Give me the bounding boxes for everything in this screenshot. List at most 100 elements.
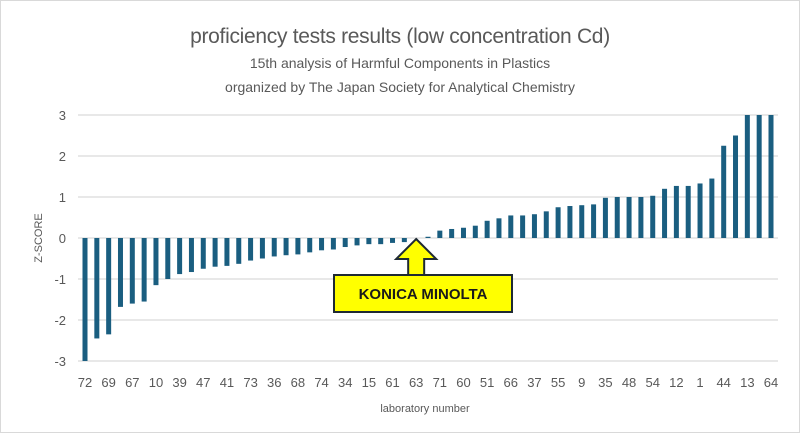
bar xyxy=(614,197,620,238)
bars xyxy=(82,115,774,361)
bar xyxy=(259,238,265,259)
x-tick-label: 12 xyxy=(669,375,683,390)
x-tick-label: 55 xyxy=(551,375,565,390)
bar xyxy=(236,238,242,264)
bar xyxy=(425,236,431,238)
bar xyxy=(342,238,348,248)
x-tick-label: 67 xyxy=(125,375,139,390)
bar xyxy=(378,238,384,245)
bar xyxy=(188,238,194,273)
bar xyxy=(756,115,762,238)
bar xyxy=(484,220,490,238)
x-tick-label: 1 xyxy=(696,375,703,390)
bar xyxy=(366,238,372,245)
bar xyxy=(449,228,455,238)
bar xyxy=(153,238,159,286)
bar xyxy=(709,178,715,238)
bar xyxy=(460,227,466,238)
up-arrow-icon xyxy=(393,237,439,276)
x-tick-label: 63 xyxy=(409,375,423,390)
x-tick-label: 66 xyxy=(504,375,518,390)
bar xyxy=(82,238,88,361)
bar xyxy=(744,115,750,238)
bar xyxy=(129,238,135,304)
bar xyxy=(283,238,289,256)
x-tick-label: 68 xyxy=(291,375,305,390)
bar xyxy=(330,238,336,250)
bar xyxy=(496,218,502,238)
x-tick-label: 39 xyxy=(172,375,186,390)
x-axis-title: laboratory number xyxy=(380,403,470,415)
bar xyxy=(626,197,632,238)
x-tick-label: 15 xyxy=(362,375,376,390)
bar xyxy=(390,238,396,243)
y-tick-label: 2 xyxy=(59,149,66,164)
chart-subtitle-1: 15th analysis of Harmful Components in P… xyxy=(249,55,551,71)
x-tick-label: 51 xyxy=(480,375,494,390)
bar xyxy=(567,206,573,238)
bar xyxy=(662,188,668,238)
bar xyxy=(165,238,171,279)
y-tick-label: 1 xyxy=(59,190,66,205)
bar xyxy=(224,238,230,266)
x-tick-label: 9 xyxy=(578,375,585,390)
x-tick-label: 48 xyxy=(622,375,636,390)
y-tick-label: -3 xyxy=(54,354,66,369)
chart-subtitle-2: organized by The Japan Society for Analy… xyxy=(225,79,575,95)
bar xyxy=(354,238,360,246)
y-tick-label: -2 xyxy=(54,313,66,328)
x-tick-label: 47 xyxy=(196,375,210,390)
bar xyxy=(520,215,526,238)
x-tick-label: 44 xyxy=(716,375,730,390)
bar xyxy=(591,204,597,238)
x-tick-label: 54 xyxy=(645,375,659,390)
bar xyxy=(117,238,123,307)
bar xyxy=(602,197,608,238)
bar xyxy=(295,238,301,255)
bar xyxy=(733,135,739,238)
y-tick-label: 0 xyxy=(59,231,66,246)
bar xyxy=(472,225,478,238)
x-tick-label: 60 xyxy=(456,375,470,390)
bar xyxy=(508,215,514,238)
bar xyxy=(271,238,277,257)
x-tick-labels: 72 69 67 10 39 47 41 73 36 68 74 34 15 61 63 71 60 51 66 37… xyxy=(78,375,778,390)
bar xyxy=(638,197,644,238)
y-tick-label: 3 xyxy=(59,108,66,123)
x-tick-label: 61 xyxy=(385,375,399,390)
x-tick-label: 41 xyxy=(220,375,234,390)
bar xyxy=(437,230,443,238)
bar xyxy=(307,238,313,253)
konica-minolta-callout: KONICA MINOLTA xyxy=(333,237,513,313)
bar xyxy=(177,238,183,275)
bar xyxy=(543,211,549,238)
chart-title: proficiency tests results (low concentra… xyxy=(190,25,610,48)
bar xyxy=(721,145,727,238)
bar xyxy=(685,185,691,238)
x-tick-label: 71 xyxy=(433,375,447,390)
bar xyxy=(212,238,218,267)
bar xyxy=(319,238,325,251)
bar xyxy=(650,195,656,238)
x-tick-label: 69 xyxy=(101,375,115,390)
x-tick-label: 34 xyxy=(338,375,352,390)
x-tick-label: 74 xyxy=(314,375,328,390)
y-tick-label: -1 xyxy=(54,272,66,287)
bar xyxy=(673,185,679,238)
bar xyxy=(531,214,537,238)
bar xyxy=(768,115,774,238)
callout-box xyxy=(333,274,513,313)
bar xyxy=(200,238,206,269)
bar xyxy=(555,207,561,238)
x-tick-label: 13 xyxy=(740,375,754,390)
x-tick-label: 36 xyxy=(267,375,281,390)
bar xyxy=(94,238,100,339)
x-tick-label: 73 xyxy=(243,375,257,390)
callout-label: KONICA MINOLTA xyxy=(359,286,488,303)
x-tick-label: 35 xyxy=(598,375,612,390)
x-tick-label: 10 xyxy=(149,375,163,390)
bar xyxy=(697,183,703,238)
y-axis-title: Z-SCORE xyxy=(33,213,45,263)
x-tick-label: 64 xyxy=(764,375,778,390)
